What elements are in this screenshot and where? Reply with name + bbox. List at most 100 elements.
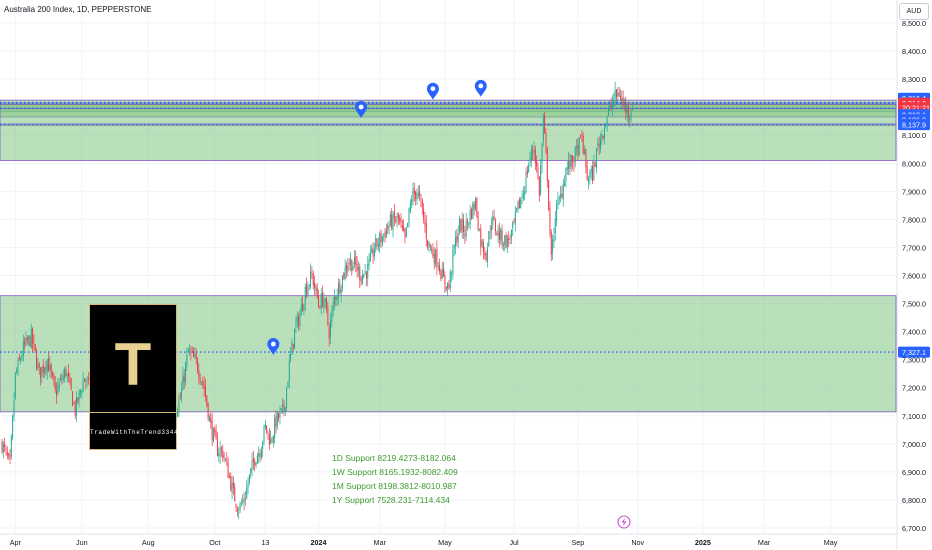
candle-body — [509, 238, 511, 240]
candle-body — [260, 449, 262, 460]
candle-body — [488, 231, 490, 247]
candle-body — [12, 415, 14, 438]
candle-body — [56, 390, 58, 396]
candle-body — [219, 448, 221, 456]
candle-body — [74, 401, 76, 416]
event-markers[interactable] — [267, 79, 487, 356]
candle-body — [520, 199, 522, 209]
candle-body — [498, 230, 500, 240]
pin-dot — [270, 341, 276, 347]
candle-body — [411, 199, 413, 205]
logo-divider — [90, 412, 176, 413]
candle-body — [578, 137, 580, 155]
location-pin-icon[interactable] — [267, 338, 280, 356]
candle-body — [542, 117, 544, 142]
candle-body — [619, 95, 621, 100]
candle-body — [28, 336, 30, 340]
candle-body — [268, 434, 270, 445]
candle-body — [14, 372, 16, 399]
currency-button[interactable]: AUD — [899, 3, 929, 20]
price-tag-bg — [898, 119, 930, 131]
pin-dot — [430, 86, 436, 92]
candle-body — [287, 381, 289, 388]
price-tick-label: 8,400.0 — [902, 47, 926, 56]
price-tick-label: 6,800.0 — [902, 496, 926, 505]
price-tick-label: 6,700.0 — [902, 524, 926, 533]
location-pin-icon[interactable] — [426, 82, 439, 100]
candle-body — [441, 269, 443, 279]
candle-body — [315, 285, 317, 291]
candle-body — [580, 135, 582, 137]
candle-body — [235, 503, 237, 508]
candle-body — [482, 242, 484, 253]
candle-body — [218, 453, 220, 457]
candle-body — [607, 109, 609, 116]
candle-body — [355, 256, 357, 265]
candle-body — [178, 399, 180, 411]
candle-body — [534, 149, 536, 164]
candle-body — [352, 266, 354, 271]
candle-body — [234, 486, 236, 502]
candle-body — [623, 104, 625, 105]
candle-body — [596, 148, 598, 169]
candle-body — [399, 217, 401, 222]
candle-body — [477, 216, 479, 231]
candle-body — [428, 241, 430, 245]
candle-body — [304, 286, 306, 304]
lightning-circle — [617, 515, 631, 529]
candle-body — [327, 307, 329, 325]
candle-body — [461, 219, 463, 231]
candle-body — [360, 278, 362, 282]
candle-body — [400, 218, 402, 224]
candle-body — [70, 377, 72, 390]
candle-body — [263, 426, 265, 442]
location-pin-icon[interactable] — [474, 79, 487, 97]
candle-body — [496, 233, 498, 235]
candle-body — [255, 462, 257, 466]
candle-body — [41, 366, 43, 376]
candle-body — [302, 303, 304, 310]
time-tick-label: Jul — [509, 538, 519, 547]
candle-body — [220, 447, 222, 450]
candle-body — [182, 375, 184, 391]
candle-body — [299, 314, 301, 326]
price-axis[interactable]: 8,500.08,400.08,300.08,200.08,100.08,000… — [896, 0, 926, 550]
candle-body — [592, 166, 594, 182]
candle-body — [435, 250, 437, 265]
price-tick-label: 7,900.0 — [902, 187, 926, 196]
candle-body — [6, 452, 8, 456]
candle-body — [4, 443, 6, 448]
candle-body — [49, 364, 51, 370]
candle-body — [421, 200, 423, 208]
candle-body — [272, 436, 274, 444]
time-axis[interactable]: Apr Jun Aug Oct 13 2024 Mar May Jul Sep Nov 2025 Mar… — [0, 533, 897, 547]
price-tick-label: 7,600.0 — [902, 272, 926, 281]
candle-body — [395, 220, 397, 222]
candle-body — [586, 166, 588, 181]
candle-body — [224, 459, 226, 461]
candle-body — [590, 168, 592, 174]
lightning-icon[interactable] — [617, 515, 631, 529]
candle-body — [385, 228, 387, 238]
candle-body — [550, 232, 552, 255]
candle-body — [248, 474, 250, 483]
candle-body — [564, 182, 566, 187]
symbol-title: Australia 200 Index, 1D, PEPPERSTONE — [4, 5, 152, 14]
candle-body — [66, 373, 68, 377]
location-pin-icon[interactable] — [355, 100, 368, 118]
candle-body — [625, 102, 627, 113]
candle-body — [37, 363, 39, 369]
candle-body — [432, 249, 434, 257]
candle-body — [191, 351, 193, 352]
candle-body — [232, 482, 234, 488]
candle-body — [501, 230, 503, 246]
candle-body — [276, 412, 278, 427]
candle-body — [407, 222, 409, 227]
time-tick-label: Nov — [631, 538, 644, 547]
candle-body — [275, 416, 277, 428]
candle-body — [266, 425, 268, 433]
candle-body — [202, 381, 204, 385]
candle-body — [433, 253, 435, 264]
time-tick-label: Apr — [10, 538, 22, 547]
